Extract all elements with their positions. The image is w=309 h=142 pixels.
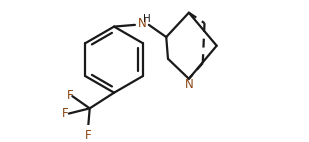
Text: F: F (62, 107, 69, 120)
Text: N: N (184, 78, 193, 91)
Text: H: H (143, 14, 151, 24)
Text: N: N (138, 17, 146, 31)
Text: F: F (85, 129, 91, 142)
Text: F: F (67, 89, 74, 102)
